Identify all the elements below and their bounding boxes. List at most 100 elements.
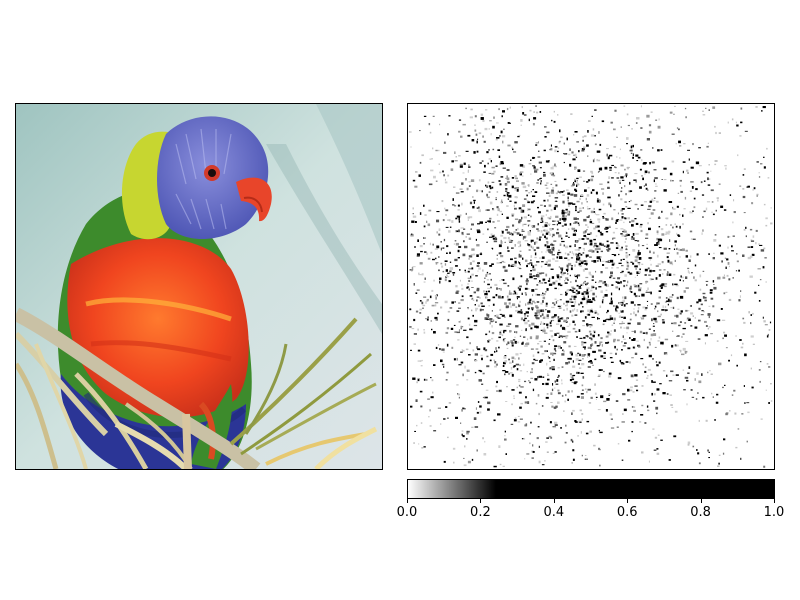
- saliency-pixel: [540, 302, 543, 305]
- saliency-pixel: [562, 335, 566, 338]
- saliency-pixel: [542, 233, 544, 236]
- saliency-pixel: [529, 273, 532, 276]
- saliency-pixel: [626, 137, 629, 140]
- saliency-pixel: [561, 379, 563, 382]
- saliency-pixel: [623, 221, 625, 224]
- saliency-pixel: [565, 277, 569, 280]
- saliency-pixel: [661, 261, 664, 264]
- saliency-pixel: [747, 411, 750, 414]
- saliency-pixel: [414, 185, 418, 188]
- saliency-pixel: [570, 352, 573, 356]
- saliency-pixel: [685, 255, 688, 258]
- saliency-pixel: [672, 226, 674, 229]
- saliency-pixel: [551, 316, 554, 319]
- saliency-pixel: [753, 187, 756, 190]
- saliency-pixel: [723, 292, 726, 295]
- saliency-pixel: [576, 177, 579, 180]
- saliency-pixel: [581, 418, 583, 421]
- saliency-pixel: [586, 181, 589, 183]
- saliency-pixel: [569, 298, 573, 301]
- saliency-pixel: [534, 302, 536, 304]
- saliency-pixel: [595, 191, 598, 195]
- saliency-pixel: [584, 281, 586, 285]
- saliency-pixel: [578, 371, 580, 374]
- saliency-pixel: [529, 442, 531, 445]
- saliency-pixel: [464, 365, 466, 369]
- saliency-pixel: [563, 350, 565, 353]
- saliency-pixel: [721, 319, 726, 321]
- saliency-pixel: [565, 293, 568, 296]
- saliency-pixel: [520, 119, 523, 122]
- saliency-pixel: [546, 393, 549, 395]
- saliency-pixel: [548, 283, 553, 286]
- saliency-pixel: [457, 393, 459, 395]
- saliency-pixel: [707, 177, 709, 181]
- saliency-pixel: [537, 271, 539, 274]
- saliency-pixel: [580, 301, 583, 305]
- saliency-pixel: [607, 181, 610, 183]
- saliency-pixel: [458, 246, 462, 248]
- saliency-pixel: [583, 135, 587, 138]
- saliency-pixel: [476, 346, 478, 349]
- saliency-pixel: [728, 236, 731, 238]
- saliency-pixel: [536, 274, 540, 278]
- saliency-pixel: [616, 177, 620, 179]
- saliency-pixel: [626, 233, 630, 236]
- saliency-pixel: [652, 270, 656, 272]
- saliency-pixel: [596, 251, 599, 253]
- saliency-pixel: [708, 178, 711, 180]
- saliency-pixel: [594, 212, 596, 215]
- saliency-pixel: [611, 263, 615, 266]
- saliency-pixel: [453, 186, 456, 188]
- saliency-pixel: [632, 144, 634, 148]
- saliency-pixel: [596, 159, 598, 162]
- saliency-pixel: [587, 233, 591, 235]
- saliency-pixel: [487, 196, 490, 199]
- saliency-pixel: [604, 228, 607, 230]
- colorbar-tick-label: 0.0: [396, 505, 418, 520]
- saliency-pixel: [585, 254, 588, 258]
- saliency-pixel: [570, 375, 573, 378]
- saliency-pixel: [560, 324, 562, 328]
- saliency-pixel: [548, 195, 551, 197]
- saliency-pixel: [580, 261, 584, 265]
- saliency-pixel: [566, 232, 568, 234]
- saliency-pixel: [609, 352, 613, 355]
- saliency-pixel: [505, 183, 507, 186]
- saliency-pixel: [576, 371, 578, 374]
- saliency-pixel: [460, 191, 464, 193]
- saliency-pixel: [635, 255, 639, 258]
- saliency-pixel: [576, 141, 579, 143]
- saliency-pixel: [625, 361, 629, 363]
- saliency-pixel: [479, 190, 481, 192]
- saliency-pixel: [760, 163, 763, 165]
- saliency-pixel: [637, 208, 639, 210]
- saliency-pixel: [425, 318, 427, 320]
- saliency-pixel: [438, 269, 440, 272]
- saliency-pixel: [543, 173, 546, 177]
- saliency-pixel: [488, 220, 490, 223]
- saliency-pixel: [547, 280, 551, 282]
- saliency-pixel: [641, 293, 645, 297]
- saliency-pixel: [658, 296, 661, 299]
- saliency-pixel: [471, 267, 474, 270]
- saliency-pixel: [479, 370, 483, 373]
- saliency-pixel: [621, 187, 623, 189]
- saliency-pixel: [456, 230, 459, 232]
- saliency-pixel: [586, 323, 589, 326]
- saliency-pixel: [504, 371, 509, 373]
- saliency-pixel: [561, 366, 564, 368]
- saliency-pixel: [654, 177, 658, 180]
- saliency-pixel: [583, 297, 586, 300]
- saliency-pixel: [759, 361, 762, 363]
- saliency-pixel: [602, 203, 605, 206]
- saliency-pixel: [573, 134, 575, 136]
- saliency-pixel: [758, 300, 761, 302]
- saliency-pixel: [716, 393, 719, 396]
- saliency-pixel: [499, 262, 502, 264]
- saliency-pixel: [452, 447, 456, 450]
- saliency-pixel: [627, 388, 630, 392]
- saliency-pixel: [539, 178, 541, 180]
- saliency-pixel: [619, 323, 623, 325]
- saliency-pixel: [536, 237, 539, 240]
